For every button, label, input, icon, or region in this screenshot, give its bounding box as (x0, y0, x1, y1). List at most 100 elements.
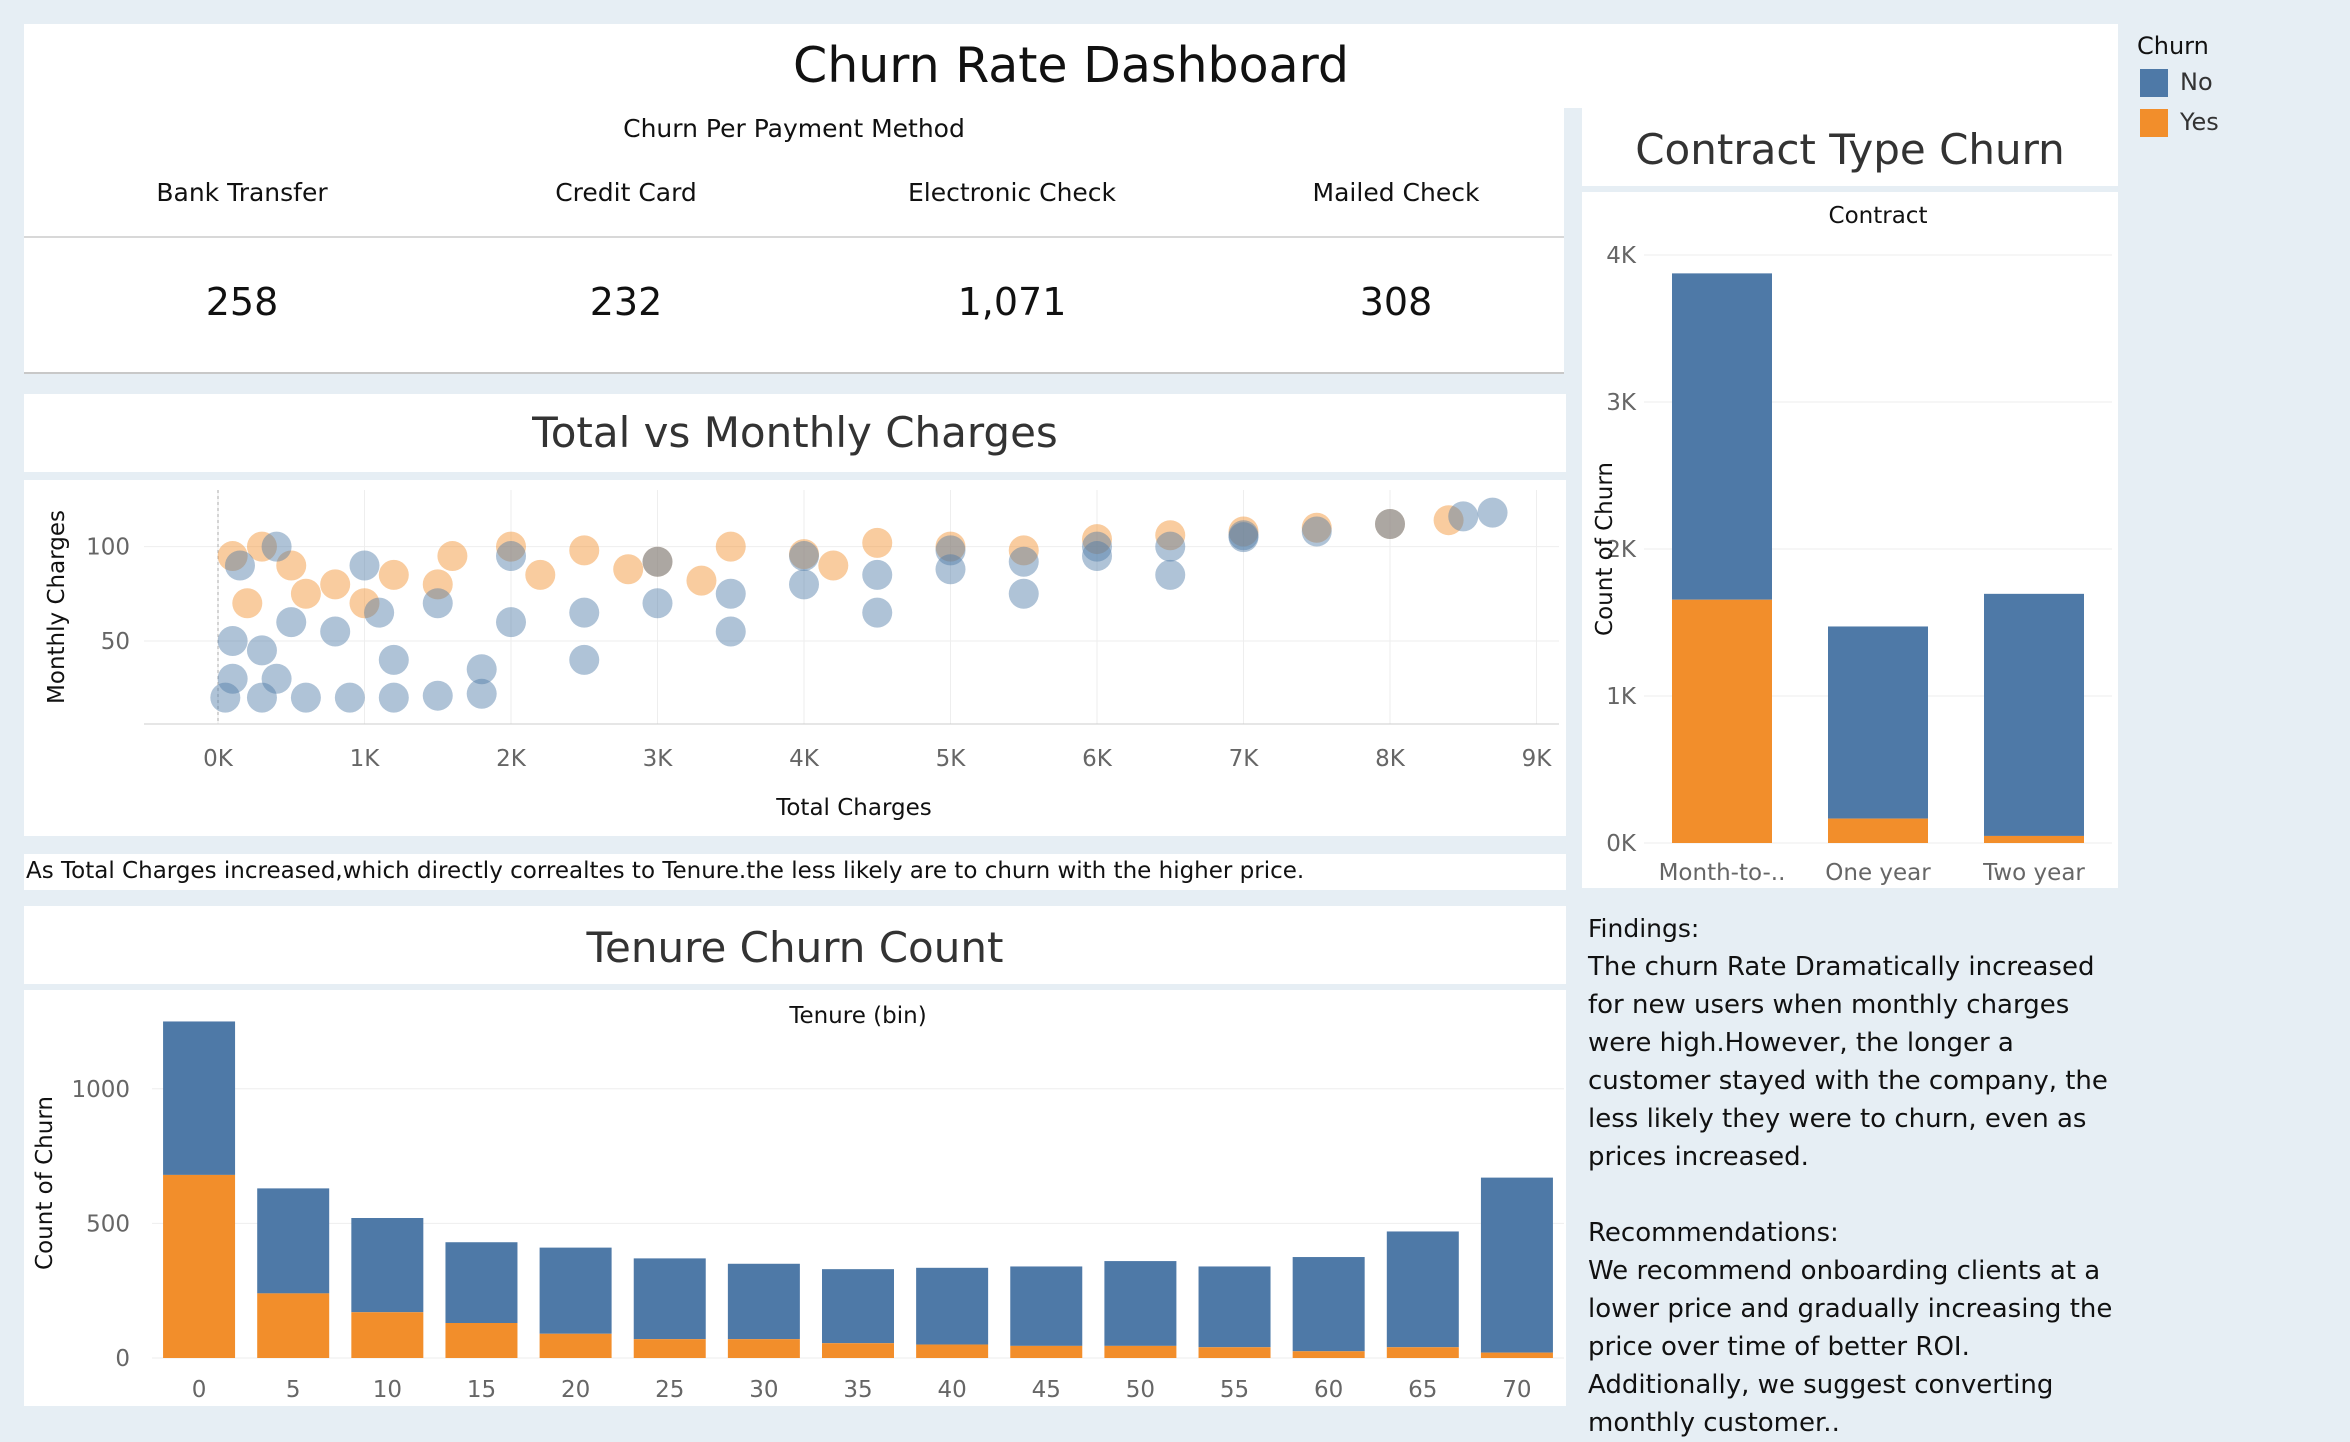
bar-no (257, 1188, 330, 1294)
scatter-point-no (715, 616, 746, 647)
scatter-point-yes (642, 546, 673, 577)
legend-label-no: No (2180, 68, 2213, 96)
contract-title-panel: Contract Type Churn (1582, 108, 2118, 186)
scatter-point-no (217, 663, 248, 694)
scatter-point-no (422, 588, 453, 619)
scatter-point-no (496, 541, 526, 572)
kpi-divider (24, 236, 1564, 238)
x-tick-label: 10 (373, 1377, 402, 1403)
scatter-point-yes (1155, 520, 1186, 551)
payment-label-mailed-check: Mailed Check (1312, 178, 1480, 207)
x-axis-title: Total Charges (775, 795, 932, 821)
x-tick-label: 5K (936, 746, 967, 772)
scatter-point-no (1477, 497, 1508, 528)
y-axis-title: Count of Churn (1592, 462, 1618, 636)
bar-no (727, 1263, 800, 1340)
x-tick-label: 30 (749, 1377, 778, 1403)
x-tick-label: 5 (286, 1377, 301, 1403)
scatter-point-no (422, 680, 453, 711)
scatter-note-panel: As Total Charges increased,which directl… (24, 854, 1566, 890)
scatter-chart: 0K 1K 2K 3K 4K 5K 6K 7K 8K 9K 50 100 Total Charges Mo… (44, 490, 1559, 821)
scatter-point-yes (276, 550, 307, 581)
y-tick-label: 2K (1606, 537, 1637, 563)
bar-no (1104, 1261, 1177, 1346)
bar-yes (1672, 599, 1772, 843)
scatter-point-yes (290, 578, 321, 609)
bar-no (916, 1267, 989, 1345)
bar-no (1386, 1231, 1459, 1348)
bar-yes (822, 1343, 894, 1358)
contract-title: Contract Type Churn (1635, 125, 2065, 174)
scatter-point-yes (246, 531, 277, 562)
bar-yes (1480, 1352, 1553, 1358)
x-tick-label: 55 (1220, 1377, 1249, 1403)
scatter-note: As Total Charges increased,which directl… (26, 858, 1305, 884)
bar-yes (916, 1344, 989, 1358)
bar-yes (163, 1174, 236, 1358)
bar-yes (1010, 1345, 1083, 1358)
scatter-point-no (290, 682, 321, 713)
scatter-point-no (217, 625, 248, 656)
scatter-point-no (246, 635, 277, 666)
x-tick-label: 20 (561, 1377, 590, 1403)
scatter-point-no (569, 644, 600, 675)
legend-label-yes: Yes (2180, 108, 2219, 136)
payment-method-title: Churn Per Payment Method (623, 114, 965, 143)
payment-method-panel: Churn Per Payment Method Bank Transfer C… (24, 108, 1564, 374)
scatter-point-yes (569, 535, 600, 566)
scatter-point-yes (715, 531, 746, 562)
scatter-point-yes (1375, 508, 1405, 539)
legend-swatch-no (2140, 69, 2168, 97)
contract-panel: 0K 1K 2K 3K 4K Contract Count of Churn Month-to… (1582, 192, 2118, 888)
scatter-point-yes (217, 541, 248, 572)
scatter-point-no (1082, 541, 1112, 572)
scatter-point-no (1008, 578, 1039, 609)
scatter-point-yes (320, 569, 351, 600)
x-tick-label: Two year (1982, 860, 2085, 886)
scatter-point-no (1301, 516, 1332, 547)
scatter-point-no (569, 597, 600, 628)
title-banner: Churn Rate Dashboard (24, 24, 2118, 108)
y-tick-label: 4K (1606, 243, 1637, 269)
x-tick-label: 15 (467, 1377, 496, 1403)
scatter-point-no (378, 644, 409, 675)
recommendations-heading: Recommendations: (1588, 1218, 1839, 1248)
x-tick-label: 0K (203, 746, 234, 772)
scatter-point-yes (935, 531, 966, 562)
bar-no (1292, 1257, 1365, 1352)
payment-value-bank-transfer: 258 (205, 280, 279, 324)
scatter-point-no (276, 607, 307, 638)
payment-label-credit-card: Credit Card (555, 178, 697, 207)
x-tick-label: 40 (937, 1377, 966, 1403)
x-tick-label: 25 (655, 1377, 684, 1403)
findings-text: The churn Rate Dramatically increased fo… (1588, 952, 2108, 1172)
scatter-point-yes (378, 559, 409, 590)
chart-axis-header: Contract (1829, 203, 1928, 229)
bar-no (163, 1021, 236, 1175)
x-tick-label: 45 (1032, 1377, 1061, 1403)
scatter-point-no (466, 678, 497, 709)
scatter-point-yes (686, 565, 717, 596)
legend-swatch-yes (2140, 109, 2168, 137)
bar-no (1010, 1266, 1083, 1346)
scatter-point-no (789, 569, 819, 600)
scatter-point-yes (613, 554, 644, 585)
scatter-point-yes (232, 588, 263, 619)
tenure-panel: 0 500 1000 Tenure (bin) Count of Churn 0 5 10 15… (24, 990, 1566, 1406)
scatter-point-no (935, 535, 966, 566)
legend-item-no[interactable]: No (2140, 68, 2213, 97)
y-axis-title: Monthly Charges (44, 510, 70, 704)
y-tick-label: 1000 (71, 1077, 130, 1103)
y-tick-label: 100 (86, 535, 130, 561)
y-tick-label: 500 (86, 1211, 130, 1237)
legend-item-yes[interactable]: Yes (2140, 108, 2219, 137)
scatter-title-panel: Total vs Monthly Charges (24, 394, 1566, 472)
bar-yes (727, 1339, 800, 1358)
tenure-title: Tenure Churn Count (586, 923, 1004, 972)
scatter-point-no (1155, 559, 1186, 590)
bar-yes (633, 1339, 706, 1358)
bar-no (822, 1269, 894, 1344)
dashboard-title: Churn Rate Dashboard (792, 37, 1349, 94)
payment-value-mailed-check: 308 (1359, 280, 1433, 324)
scatter-point-no (224, 550, 255, 581)
